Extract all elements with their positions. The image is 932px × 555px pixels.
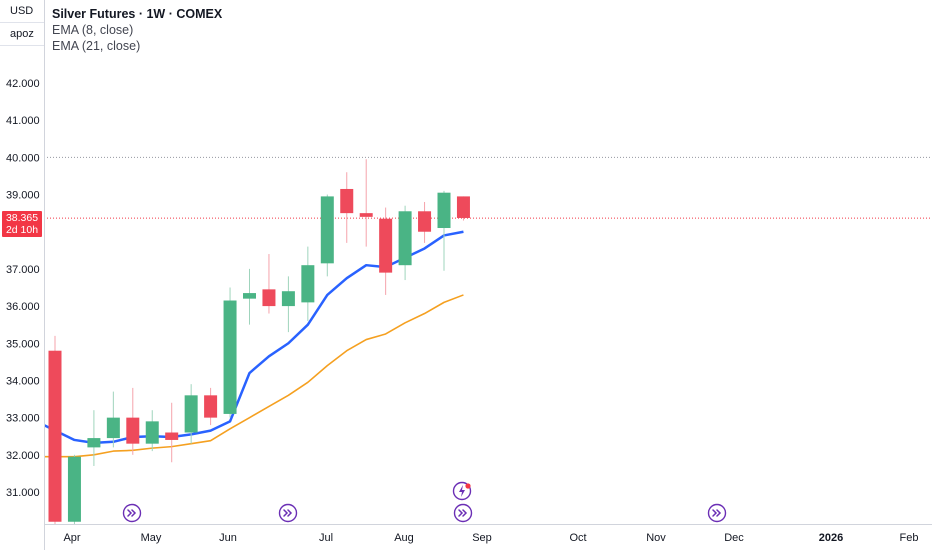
reference-lines — [44, 156, 932, 219]
candle-body — [437, 192, 451, 229]
candle-body — [126, 417, 140, 444]
chart-legend: Silver Futures · 1W · COMEX EMA (8, clos… — [52, 6, 222, 54]
y-tick-label: 39.000 — [6, 190, 40, 202]
ema-slow-line — [44, 294, 464, 458]
candle — [106, 391, 120, 448]
x-tick-label: May — [141, 532, 162, 544]
candle — [145, 410, 159, 452]
candle — [48, 335, 62, 524]
event-marker-arrows — [458, 509, 468, 517]
y-tick-label: 37.000 — [6, 264, 40, 276]
candle — [67, 454, 81, 524]
y-tick-label: 31.000 — [6, 487, 40, 499]
currency-label[interactable]: USD — [0, 0, 44, 23]
candle — [418, 201, 432, 243]
x-tick-label: Sep — [472, 532, 492, 544]
candle — [184, 384, 198, 444]
candle-body — [48, 350, 62, 522]
candle-body — [87, 438, 101, 448]
candle — [243, 268, 256, 325]
candle — [281, 276, 295, 333]
candle-body — [398, 211, 412, 266]
y-tick-label: 40.000 — [6, 152, 40, 164]
x-tick-label: Aug — [394, 532, 414, 544]
lightning-dot — [465, 483, 471, 489]
event-marker-icon[interactable] — [453, 503, 473, 523]
y-tick-label: 41.000 — [6, 115, 40, 127]
legend-ema-slow[interactable]: EMA (21, close) — [52, 39, 141, 53]
candle — [398, 205, 412, 281]
candle — [456, 196, 470, 221]
event-marker-arrows — [283, 509, 293, 517]
y-tick-label: 42.000 — [6, 78, 40, 90]
y-tick-label: 34.000 — [6, 375, 40, 387]
candle-body — [456, 196, 470, 218]
candle-body — [165, 432, 179, 440]
x-tick-label: Jun — [219, 532, 237, 544]
candle-body — [223, 300, 237, 414]
bar-countdown: 2d 10h — [5, 224, 39, 236]
event-marker-arrows — [712, 509, 722, 517]
ema-fast-line — [43, 230, 464, 445]
candles — [48, 159, 470, 524]
candle-body — [243, 293, 256, 299]
ema-layer — [43, 230, 464, 458]
x-tick-label: Dec — [724, 532, 744, 544]
x-tick-label: Apr — [63, 532, 80, 544]
y-tick-label: 32.000 — [6, 450, 40, 462]
event-marker-icon[interactable] — [122, 503, 142, 523]
candle-body — [184, 395, 198, 433]
axis-settings-box[interactable]: USD apoz — [0, 0, 44, 46]
candle — [223, 287, 237, 418]
candle-body — [145, 421, 159, 444]
candle — [262, 254, 276, 314]
candle-body — [359, 213, 373, 217]
event-marker-icon[interactable] — [278, 503, 298, 523]
event-markers[interactable] — [122, 481, 727, 523]
candle-body — [320, 196, 334, 264]
candle-body — [281, 291, 295, 307]
legend-title: Silver Futures · 1W · COMEX — [52, 7, 223, 21]
candle — [165, 402, 179, 463]
candle — [437, 190, 451, 271]
candle-body — [67, 456, 81, 522]
event-marker-arrows — [127, 509, 137, 517]
candle — [359, 159, 373, 247]
candle — [379, 207, 393, 295]
candle-body — [418, 211, 432, 232]
candle — [126, 387, 140, 455]
candle-body — [340, 188, 354, 214]
earnings-lightning-icon[interactable] — [452, 481, 472, 501]
y-tick-label: 35.000 — [6, 338, 40, 350]
y-tick-label: 33.000 — [6, 413, 40, 425]
event-marker-icon[interactable] — [707, 503, 727, 523]
lightning-bolt — [459, 485, 465, 497]
candle — [87, 410, 101, 466]
y-tick-label: 36.000 — [6, 301, 40, 313]
candle — [340, 172, 354, 243]
x-tick-label: Nov — [646, 532, 666, 544]
price-axis-background — [0, 0, 44, 550]
x-tick-label: Jul — [319, 532, 333, 544]
candle — [301, 246, 315, 321]
last-price-value: 38.365 — [5, 212, 39, 224]
last-price-badge: 38.365 2d 10h — [2, 211, 42, 237]
scale-mode-label[interactable]: apoz — [0, 23, 44, 46]
x-tick-label: Feb — [900, 532, 919, 544]
candle-body — [262, 289, 276, 307]
legend-ema-fast[interactable]: EMA (8, close) — [52, 23, 134, 37]
x-tick-label: 2026 — [819, 532, 843, 544]
candle-body — [106, 417, 120, 439]
candle — [204, 387, 218, 426]
candle-body — [379, 218, 393, 273]
candle-body — [204, 395, 218, 418]
x-tick-label: Oct — [569, 532, 586, 544]
time-axis-background — [45, 525, 932, 551]
candle-body — [301, 265, 315, 303]
candle — [320, 194, 334, 277]
